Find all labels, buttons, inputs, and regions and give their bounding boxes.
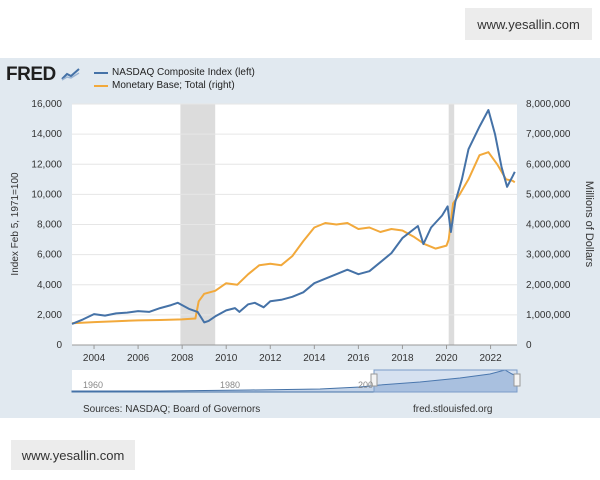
x-tick-label: 2020 bbox=[435, 353, 458, 364]
y-tick-label-left: 6,000 bbox=[37, 250, 62, 261]
chart-legend: NASDAQ Composite Index (left) Monetary B… bbox=[94, 66, 255, 92]
legend-item-nasdaq[interactable]: NASDAQ Composite Index (left) bbox=[94, 66, 255, 79]
y-tick-label-right: 0 bbox=[526, 340, 532, 351]
legend-item-monetary-base[interactable]: Monetary Base; Total (right) bbox=[94, 79, 255, 92]
series-line-nasdaq bbox=[71, 109, 516, 325]
x-tick-label: 2018 bbox=[391, 353, 414, 364]
y-tick-label-right: 1,000,000 bbox=[526, 310, 571, 321]
y-tick-label-right: 3,000,000 bbox=[526, 250, 571, 261]
y-tick-label-left: 4,000 bbox=[37, 280, 62, 291]
x-tick-label: 2004 bbox=[83, 353, 106, 364]
fred-logo: FRED bbox=[6, 64, 81, 86]
y-tick-label-right: 4,000,000 bbox=[526, 220, 571, 231]
watermark-bottom: www.yesallin.com bbox=[11, 440, 135, 470]
chart-panel: FRED NASDAQ Composite Index (left) Monet… bbox=[0, 58, 600, 418]
series-line-monetary-base bbox=[71, 151, 516, 325]
logo-graph-icon bbox=[60, 68, 80, 81]
y-tick-label-left: 16,000 bbox=[31, 99, 62, 110]
y-tick-label-left: 12,000 bbox=[31, 159, 62, 170]
y-tick-label-right: 6,000,000 bbox=[526, 159, 571, 170]
x-tick-label: 2014 bbox=[303, 353, 326, 364]
legend-label-monetary-base: Monetary Base; Total (right) bbox=[112, 80, 235, 91]
watermark-top: www.yesallin.com bbox=[465, 8, 592, 40]
y-tick-label-left: 8,000 bbox=[37, 220, 62, 231]
y-axis-label-left: Index Feb 5, 1971=100 bbox=[10, 172, 21, 276]
x-tick-label: 2010 bbox=[215, 353, 238, 364]
y-tick-label-right: 7,000,000 bbox=[526, 129, 571, 140]
navigator-handle-left[interactable] bbox=[370, 373, 378, 387]
y-tick-label-left: 10,000 bbox=[31, 189, 62, 200]
x-tick-label: 2012 bbox=[259, 353, 282, 364]
legend-label-nasdaq: NASDAQ Composite Index (left) bbox=[112, 67, 255, 78]
legend-swatch-monetary-base bbox=[94, 84, 108, 87]
legend-swatch-nasdaq bbox=[94, 71, 108, 74]
navigator-label-1980: 1980 bbox=[220, 380, 240, 390]
y-tick-label-left: 0 bbox=[56, 340, 62, 351]
x-tick-label: 2022 bbox=[479, 353, 502, 364]
y-tick-label-right: 5,000,000 bbox=[526, 189, 571, 200]
y-axis-label-right: Millions of Dollars bbox=[583, 181, 595, 268]
chart-source-note: Sources: NASDAQ; Board of Governors bbox=[83, 404, 261, 415]
x-tick-label: 2006 bbox=[127, 353, 150, 364]
y-tick-label-left: 14,000 bbox=[31, 129, 62, 140]
navigator[interactable]: 1960 1980 200 bbox=[71, 369, 521, 393]
x-tick-label: 2008 bbox=[171, 353, 194, 364]
x-tick-label: 2016 bbox=[347, 353, 370, 364]
chart-svg: 0 2,000 4,000 6,000 8,000 10,000 12,000 14,000 1… bbox=[10, 99, 595, 393]
navigator-label-2000: 200 bbox=[358, 380, 373, 390]
navigator-handle-right[interactable] bbox=[513, 373, 521, 387]
y-tick-label-left: 2,000 bbox=[37, 310, 62, 321]
y-tick-label-right: 2,000,000 bbox=[526, 280, 571, 291]
navigator-selection[interactable] bbox=[373, 369, 518, 393]
fred-site-link[interactable]: fred.stlouisfed.org bbox=[413, 404, 493, 415]
navigator-label-1960: 1960 bbox=[83, 380, 103, 390]
y-tick-label-right: 8,000,000 bbox=[526, 99, 571, 110]
logo-text: FRED bbox=[6, 64, 56, 85]
